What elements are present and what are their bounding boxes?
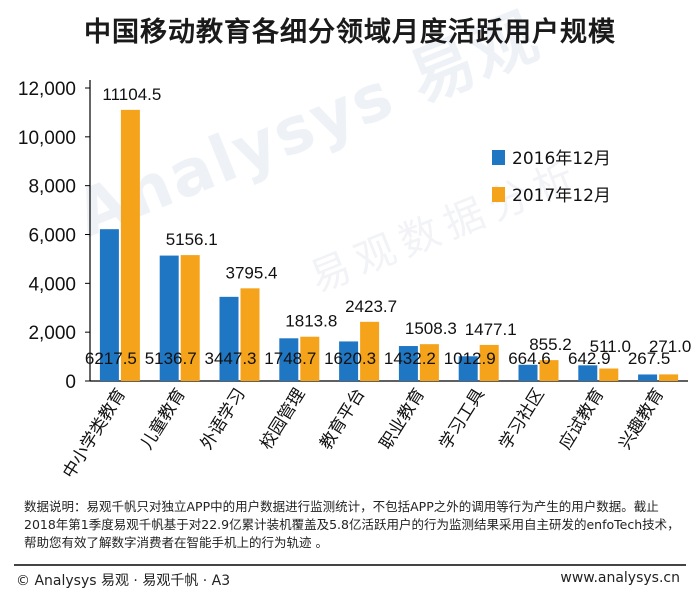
y-tick-label: 0 bbox=[65, 372, 76, 393]
x-tick-label: 学习社区 bbox=[496, 385, 549, 453]
x-tick-label: 中小学类教育 bbox=[59, 385, 130, 482]
bar-2016 bbox=[99, 229, 119, 381]
data-label-2016: 6217.5 bbox=[85, 349, 137, 368]
bar-2016 bbox=[638, 374, 658, 381]
bar-2016 bbox=[219, 296, 239, 381]
data-label-2017: 1813.8 bbox=[285, 312, 337, 331]
data-label-2016: 1620.3 bbox=[324, 349, 376, 368]
y-tick-label: 2,000 bbox=[28, 323, 76, 344]
legend-label-2016: 2016年12月 bbox=[512, 149, 611, 169]
bar-2017 bbox=[180, 255, 200, 381]
x-tick-label: 应试教育 bbox=[556, 385, 609, 453]
data-label-2017: 11104.5 bbox=[102, 85, 161, 104]
bar-chart: 0 2,000 4,000 6,000 8,000 10,000 12,000 6217.5 1… bbox=[18, 79, 692, 482]
data-label-2017: 855.2 bbox=[529, 335, 572, 354]
bar-2016 bbox=[458, 356, 478, 381]
data-label-2016: 5136.7 bbox=[145, 349, 197, 368]
footer-divider bbox=[14, 564, 686, 566]
bar-2016 bbox=[398, 346, 418, 381]
x-tick-label: 兴趣教育 bbox=[615, 385, 668, 453]
x-tick-label: 教育平台 bbox=[316, 385, 369, 453]
data-label-2017: 511.0 bbox=[590, 337, 631, 356]
data-label-2016: 267.5 bbox=[628, 349, 671, 368]
bar-2017 bbox=[659, 374, 679, 381]
x-tick-label: 校园管理 bbox=[257, 385, 310, 453]
bar-2017 bbox=[419, 344, 439, 381]
bar-2016 bbox=[518, 364, 538, 381]
y-tick-label: 8,000 bbox=[28, 177, 76, 198]
bar-2017 bbox=[539, 360, 559, 381]
bar-2016 bbox=[159, 255, 179, 381]
footer-website: www.analysys.cn bbox=[560, 570, 680, 586]
data-label-2017: 3795.4 bbox=[226, 263, 278, 282]
bar-2017 bbox=[599, 368, 619, 381]
bar-2017 bbox=[300, 336, 320, 381]
x-tick-label: 外语学习 bbox=[197, 385, 250, 453]
data-note: 数据说明：易观千帆只对独立APP中的用户数据进行监测统计，不包括APP之外的调用… bbox=[24, 499, 680, 550]
data-label-2017: 1477.1 bbox=[465, 320, 517, 339]
legend-swatch-2017 bbox=[492, 187, 505, 202]
bar-2017 bbox=[240, 288, 260, 381]
data-label-2017: 2423.7 bbox=[345, 297, 397, 316]
bar-2016 bbox=[279, 338, 299, 381]
data-label-2017: 5156.1 bbox=[166, 230, 218, 249]
x-tick-label: 职业教育 bbox=[376, 385, 429, 453]
y-tick-label: 4,000 bbox=[28, 274, 76, 295]
y-tick-label: 6,000 bbox=[28, 226, 76, 247]
x-tick-label: 学习工具 bbox=[436, 385, 489, 453]
data-label-2016: 664.6 bbox=[508, 349, 551, 368]
data-label-2016: 1012.9 bbox=[444, 349, 496, 368]
data-label-2016: 1748.7 bbox=[264, 349, 316, 368]
bar-2016 bbox=[339, 341, 359, 381]
legend-swatch-2016 bbox=[492, 150, 505, 165]
data-label-2016: 642.9 bbox=[568, 349, 611, 368]
footer-copyright: © Analysys 易观 · 易观千帆 · A3 bbox=[16, 573, 231, 589]
y-tick-label: 10,000 bbox=[18, 128, 76, 149]
x-tick-label: 儿童教育 bbox=[137, 385, 190, 453]
chart-title: 中国移动教育各细分领域月度活跃用户规模 bbox=[84, 17, 616, 48]
y-tick-label: 12,000 bbox=[18, 79, 76, 100]
data-label-2016: 3447.3 bbox=[205, 349, 257, 368]
bar-2016 bbox=[578, 365, 598, 381]
data-label-2017: 1508.3 bbox=[405, 319, 457, 338]
data-label-2017: 271.0 bbox=[649, 337, 692, 356]
bar-2017 bbox=[479, 344, 499, 381]
data-label-2016: 1432.2 bbox=[384, 349, 436, 368]
bar-2017 bbox=[360, 321, 380, 381]
legend-label-2017: 2017年12月 bbox=[512, 186, 611, 206]
bar-2017 bbox=[120, 109, 140, 382]
